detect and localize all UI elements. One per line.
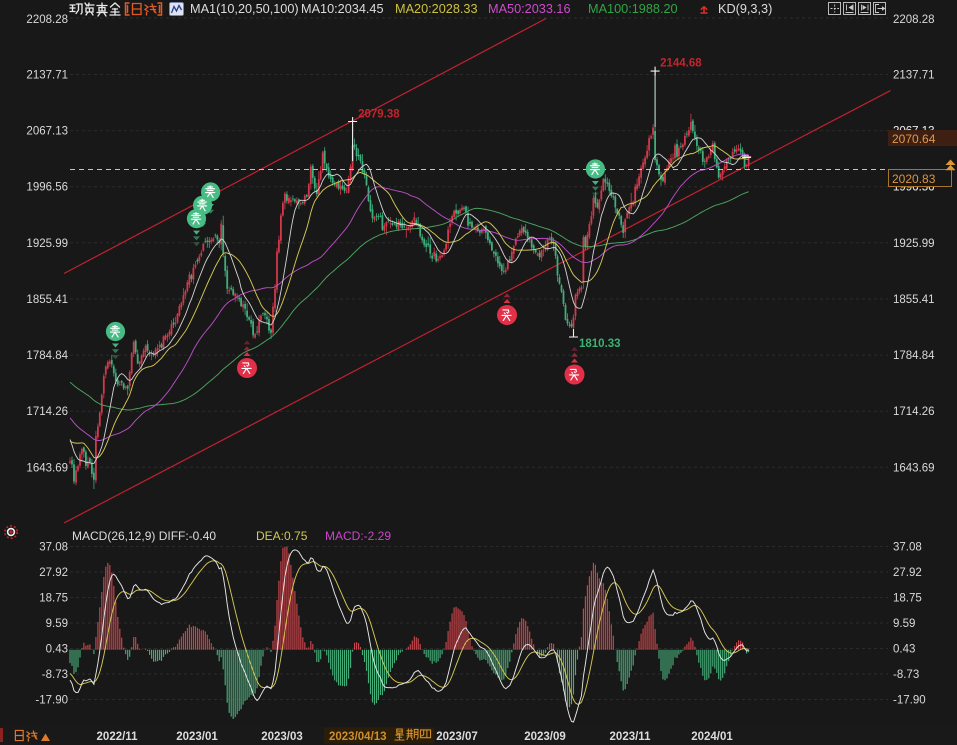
svg-text:MA20:2028.33: MA20:2028.33 <box>395 2 478 16</box>
svg-text:1855.41: 1855.41 <box>893 294 935 306</box>
svg-text:0.43: 0.43 <box>893 644 915 656</box>
svg-text:2208.28: 2208.28 <box>893 14 935 26</box>
svg-text:MACD(26,12,9) DIFF:-0.40: MACD(26,12,9) DIFF:-0.40 <box>72 529 216 543</box>
svg-text:2023/09: 2023/09 <box>524 731 566 743</box>
svg-text:9.59: 9.59 <box>893 618 915 630</box>
svg-text:1925.99: 1925.99 <box>26 238 68 250</box>
svg-text:1714.26: 1714.26 <box>893 406 935 418</box>
svg-text:-8.73: -8.73 <box>42 669 68 681</box>
svg-text:1643.69: 1643.69 <box>893 462 935 474</box>
svg-text:MA10:2034.45: MA10:2034.45 <box>301 2 384 16</box>
svg-text:0.43: 0.43 <box>46 644 68 656</box>
svg-text:2070.64: 2070.64 <box>892 132 936 146</box>
svg-text:2079.38: 2079.38 <box>358 109 400 121</box>
svg-text:2022/11: 2022/11 <box>97 731 139 743</box>
svg-text:2024/01: 2024/01 <box>691 731 733 743</box>
svg-text:2023/03: 2023/03 <box>261 731 303 743</box>
svg-text:1810.33: 1810.33 <box>579 338 621 350</box>
svg-text:MACD:-2.29: MACD:-2.29 <box>325 529 391 543</box>
svg-text:2208.28: 2208.28 <box>26 14 68 26</box>
svg-text:1925.99: 1925.99 <box>893 238 935 250</box>
svg-text:-8.73: -8.73 <box>893 669 919 681</box>
svg-text:37.08: 37.08 <box>893 542 922 554</box>
svg-text:9.59: 9.59 <box>46 618 68 630</box>
svg-text:18.75: 18.75 <box>39 593 68 605</box>
svg-text:DEA:0.75: DEA:0.75 <box>256 529 308 543</box>
svg-text:-17.90: -17.90 <box>35 695 68 707</box>
svg-text:2067.13: 2067.13 <box>26 126 68 138</box>
svg-text:2020.83: 2020.83 <box>892 172 936 186</box>
svg-text:2137.71: 2137.71 <box>893 70 935 82</box>
svg-text:27.92: 27.92 <box>893 567 922 579</box>
svg-text:2137.71: 2137.71 <box>26 70 68 82</box>
svg-text:2023/01: 2023/01 <box>176 731 218 743</box>
svg-text:KD(9,3,3): KD(9,3,3) <box>718 2 772 16</box>
svg-text:MA100:1988.20: MA100:1988.20 <box>588 2 678 16</box>
svg-text:-17.90: -17.90 <box>893 695 926 707</box>
svg-text:2023/07: 2023/07 <box>436 731 478 743</box>
svg-text:2023/11: 2023/11 <box>610 731 652 743</box>
svg-text:1643.69: 1643.69 <box>26 462 68 474</box>
svg-text:37.08: 37.08 <box>39 542 68 554</box>
svg-text:1784.84: 1784.84 <box>26 350 68 362</box>
svg-text:1714.26: 1714.26 <box>26 406 68 418</box>
svg-text:18.75: 18.75 <box>893 593 922 605</box>
svg-text:1996.56: 1996.56 <box>26 182 68 194</box>
svg-text:27.92: 27.92 <box>39 567 68 579</box>
svg-text:MA50:2033.16: MA50:2033.16 <box>488 2 571 16</box>
svg-text:1784.84: 1784.84 <box>893 350 935 362</box>
svg-text:MA1(10,20,50,100): MA1(10,20,50,100) <box>190 2 299 16</box>
svg-text:2023/04/13: 2023/04/13 <box>329 731 387 743</box>
svg-text:1855.41: 1855.41 <box>26 294 68 306</box>
svg-text:2144.68: 2144.68 <box>660 58 702 70</box>
